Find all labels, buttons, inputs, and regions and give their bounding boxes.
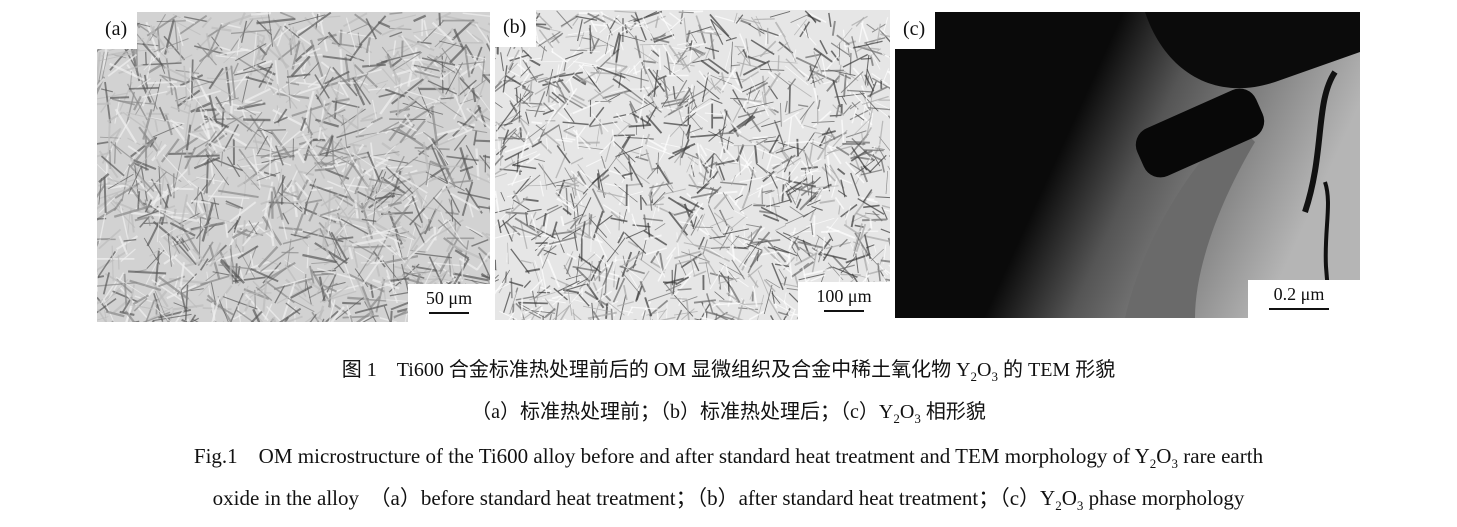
micrograph-b [495, 10, 890, 320]
caption-en-line2: oxide in the alloy （a）before standard he… [212, 486, 1245, 514]
caption-en-line1: Fig.1 OM microstructure of the Ti600 all… [193, 444, 1264, 472]
scale-label: 0.2 μm [1273, 284, 1325, 304]
scale-bar: 100 μm [798, 282, 890, 320]
panel-a: (a) 50 μm [97, 12, 490, 322]
panel-label: (c) [895, 12, 936, 49]
scale-label: 100 μm [816, 286, 872, 306]
y2o3-particle [1135, 88, 1265, 178]
caption-cn-line1: 图 1 Ti600 合金标准热处理前后的 OM 显微组织及合金中稀土氧化物 Y2… [341, 359, 1116, 384]
tem-image-c [895, 12, 1360, 318]
micrograph-a [97, 12, 490, 322]
caption-cn-line2: （a）标准热处理前；（b）标准热处理后；（c）Y2O3 相形貌 [471, 401, 986, 426]
panel-label: (a) [97, 12, 138, 49]
scale-bar: 50 μm [408, 284, 490, 322]
scale-label: 50 μm [425, 288, 473, 308]
panel-b: (b) 100 μm [495, 10, 890, 320]
panel-c: (c) 0.2 μm [895, 12, 1360, 318]
scale-bar: 0.2 μm [1248, 280, 1360, 318]
panel-label: (b) [495, 10, 537, 47]
